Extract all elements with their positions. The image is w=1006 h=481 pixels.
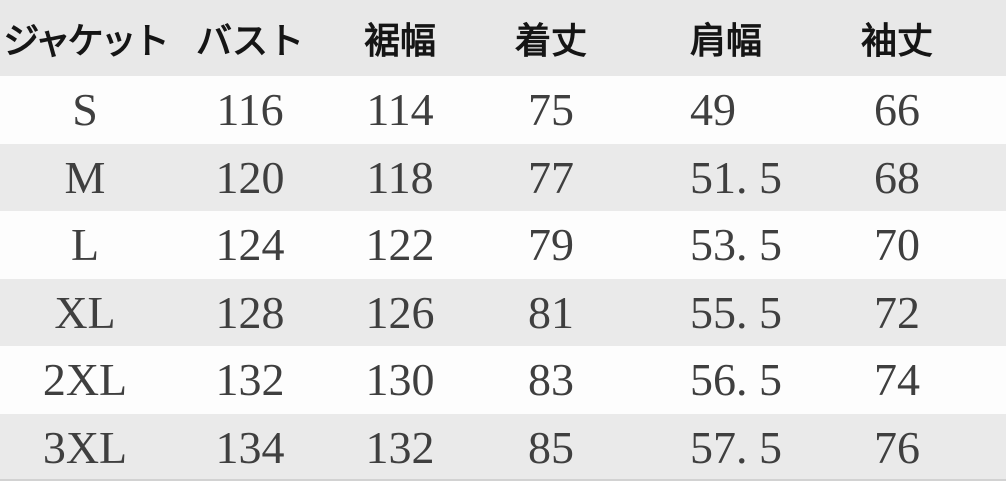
table-cell: 76 bbox=[874, 421, 920, 473]
table-cell: 49 bbox=[690, 84, 736, 136]
header-shoulder-width: 肩幅 bbox=[690, 20, 763, 61]
table-cell: 72 bbox=[874, 286, 920, 338]
table-cell: M bbox=[64, 151, 106, 203]
table-cell: S bbox=[72, 84, 98, 136]
table-cell: 116 bbox=[216, 84, 284, 136]
table-cell: 77 bbox=[528, 151, 574, 203]
table-row: 2XL 132 130 83 56. 5 74 bbox=[0, 346, 1006, 414]
table-cell: 126 bbox=[365, 286, 435, 338]
table-cell: XL bbox=[54, 286, 116, 338]
header-length: 着丈 bbox=[514, 20, 587, 61]
header-row: ジャケット バスト 裾幅 着丈 肩幅 袖丈 bbox=[0, 0, 1006, 76]
table-cell: 120 bbox=[215, 151, 285, 203]
table-cell: 74 bbox=[874, 354, 920, 406]
table-cell: 68 bbox=[874, 151, 920, 203]
table-cell: 51. 5 bbox=[690, 151, 782, 203]
table-cell: 70 bbox=[874, 219, 920, 271]
header-hem-width: 裾幅 bbox=[363, 20, 436, 61]
table-row: 3XL 134 132 85 57. 5 76 bbox=[0, 413, 1006, 481]
table-cell: 114 bbox=[366, 84, 434, 136]
table-cell: 55. 5 bbox=[690, 286, 782, 338]
table-cell: 56. 5 bbox=[690, 354, 782, 406]
table-cell: 57. 5 bbox=[690, 421, 782, 473]
table-cell: 134 bbox=[215, 421, 285, 473]
table-cell: 130 bbox=[365, 354, 435, 406]
table-row: L 124 122 79 53. 5 70 bbox=[0, 211, 1006, 279]
table-cell: 81 bbox=[528, 286, 574, 338]
table-cell: 79 bbox=[528, 219, 574, 271]
table-cell: 3XL bbox=[42, 421, 128, 473]
table-cell: 124 bbox=[215, 219, 285, 271]
table-cell: 75 bbox=[528, 84, 574, 136]
table-body: S 116 114 75 49 66 M 120 118 77 51. 5 68 L 124 122 79 53… bbox=[0, 76, 1006, 481]
table-cell: 128 bbox=[215, 286, 285, 338]
header-sleeve-length: 袖丈 bbox=[860, 20, 933, 61]
table-cell: 132 bbox=[365, 421, 435, 473]
table-cell: 132 bbox=[215, 354, 285, 406]
header-bust: バスト bbox=[195, 20, 304, 61]
table-cell: 66 bbox=[874, 84, 920, 136]
header-jacket-size: ジャケット bbox=[3, 20, 169, 61]
table-cell: 2XL bbox=[42, 354, 128, 406]
table-row: XL 128 126 81 55. 5 72 bbox=[0, 278, 1006, 346]
table-row: M 120 118 77 51. 5 68 bbox=[0, 143, 1006, 211]
table-cell: 53. 5 bbox=[690, 219, 782, 271]
table-cell: 118 bbox=[366, 151, 434, 203]
table-cell: 83 bbox=[528, 354, 574, 406]
table-cell: 85 bbox=[528, 421, 574, 473]
bottom-divider bbox=[0, 479, 1006, 481]
table-row: S 116 114 75 49 66 bbox=[0, 76, 1006, 144]
table-cell: L bbox=[70, 219, 100, 271]
table-cell: 122 bbox=[365, 219, 435, 271]
